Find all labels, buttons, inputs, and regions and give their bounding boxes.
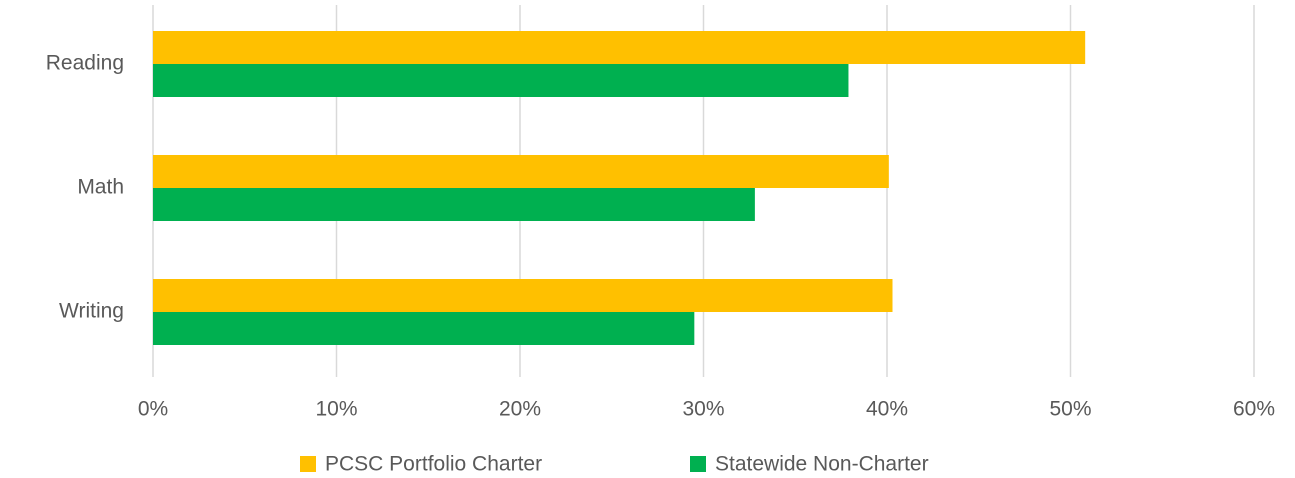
- x-tick-label: 30%: [682, 398, 724, 421]
- legend-swatch: [690, 456, 706, 472]
- legend-label: PCSC Portfolio Charter: [325, 453, 542, 476]
- x-tick-label: 10%: [315, 398, 357, 421]
- bar: [153, 279, 893, 312]
- y-tick-label: Writing: [59, 300, 124, 323]
- x-tick-label: 50%: [1049, 398, 1091, 421]
- bar: [153, 312, 695, 345]
- x-tick-label: 40%: [866, 398, 908, 421]
- x-tick-label: 20%: [499, 398, 541, 421]
- legend-swatch: [300, 456, 316, 472]
- bar: [153, 31, 1086, 64]
- x-tick-label: 0%: [138, 398, 168, 421]
- legend-label: Statewide Non-Charter: [715, 453, 929, 476]
- bar: [153, 188, 755, 221]
- x-tick-label: 60%: [1233, 398, 1275, 421]
- y-tick-label: Math: [77, 176, 124, 199]
- bar: [153, 155, 889, 188]
- bar: [153, 64, 849, 97]
- y-tick-label: Reading: [46, 52, 124, 75]
